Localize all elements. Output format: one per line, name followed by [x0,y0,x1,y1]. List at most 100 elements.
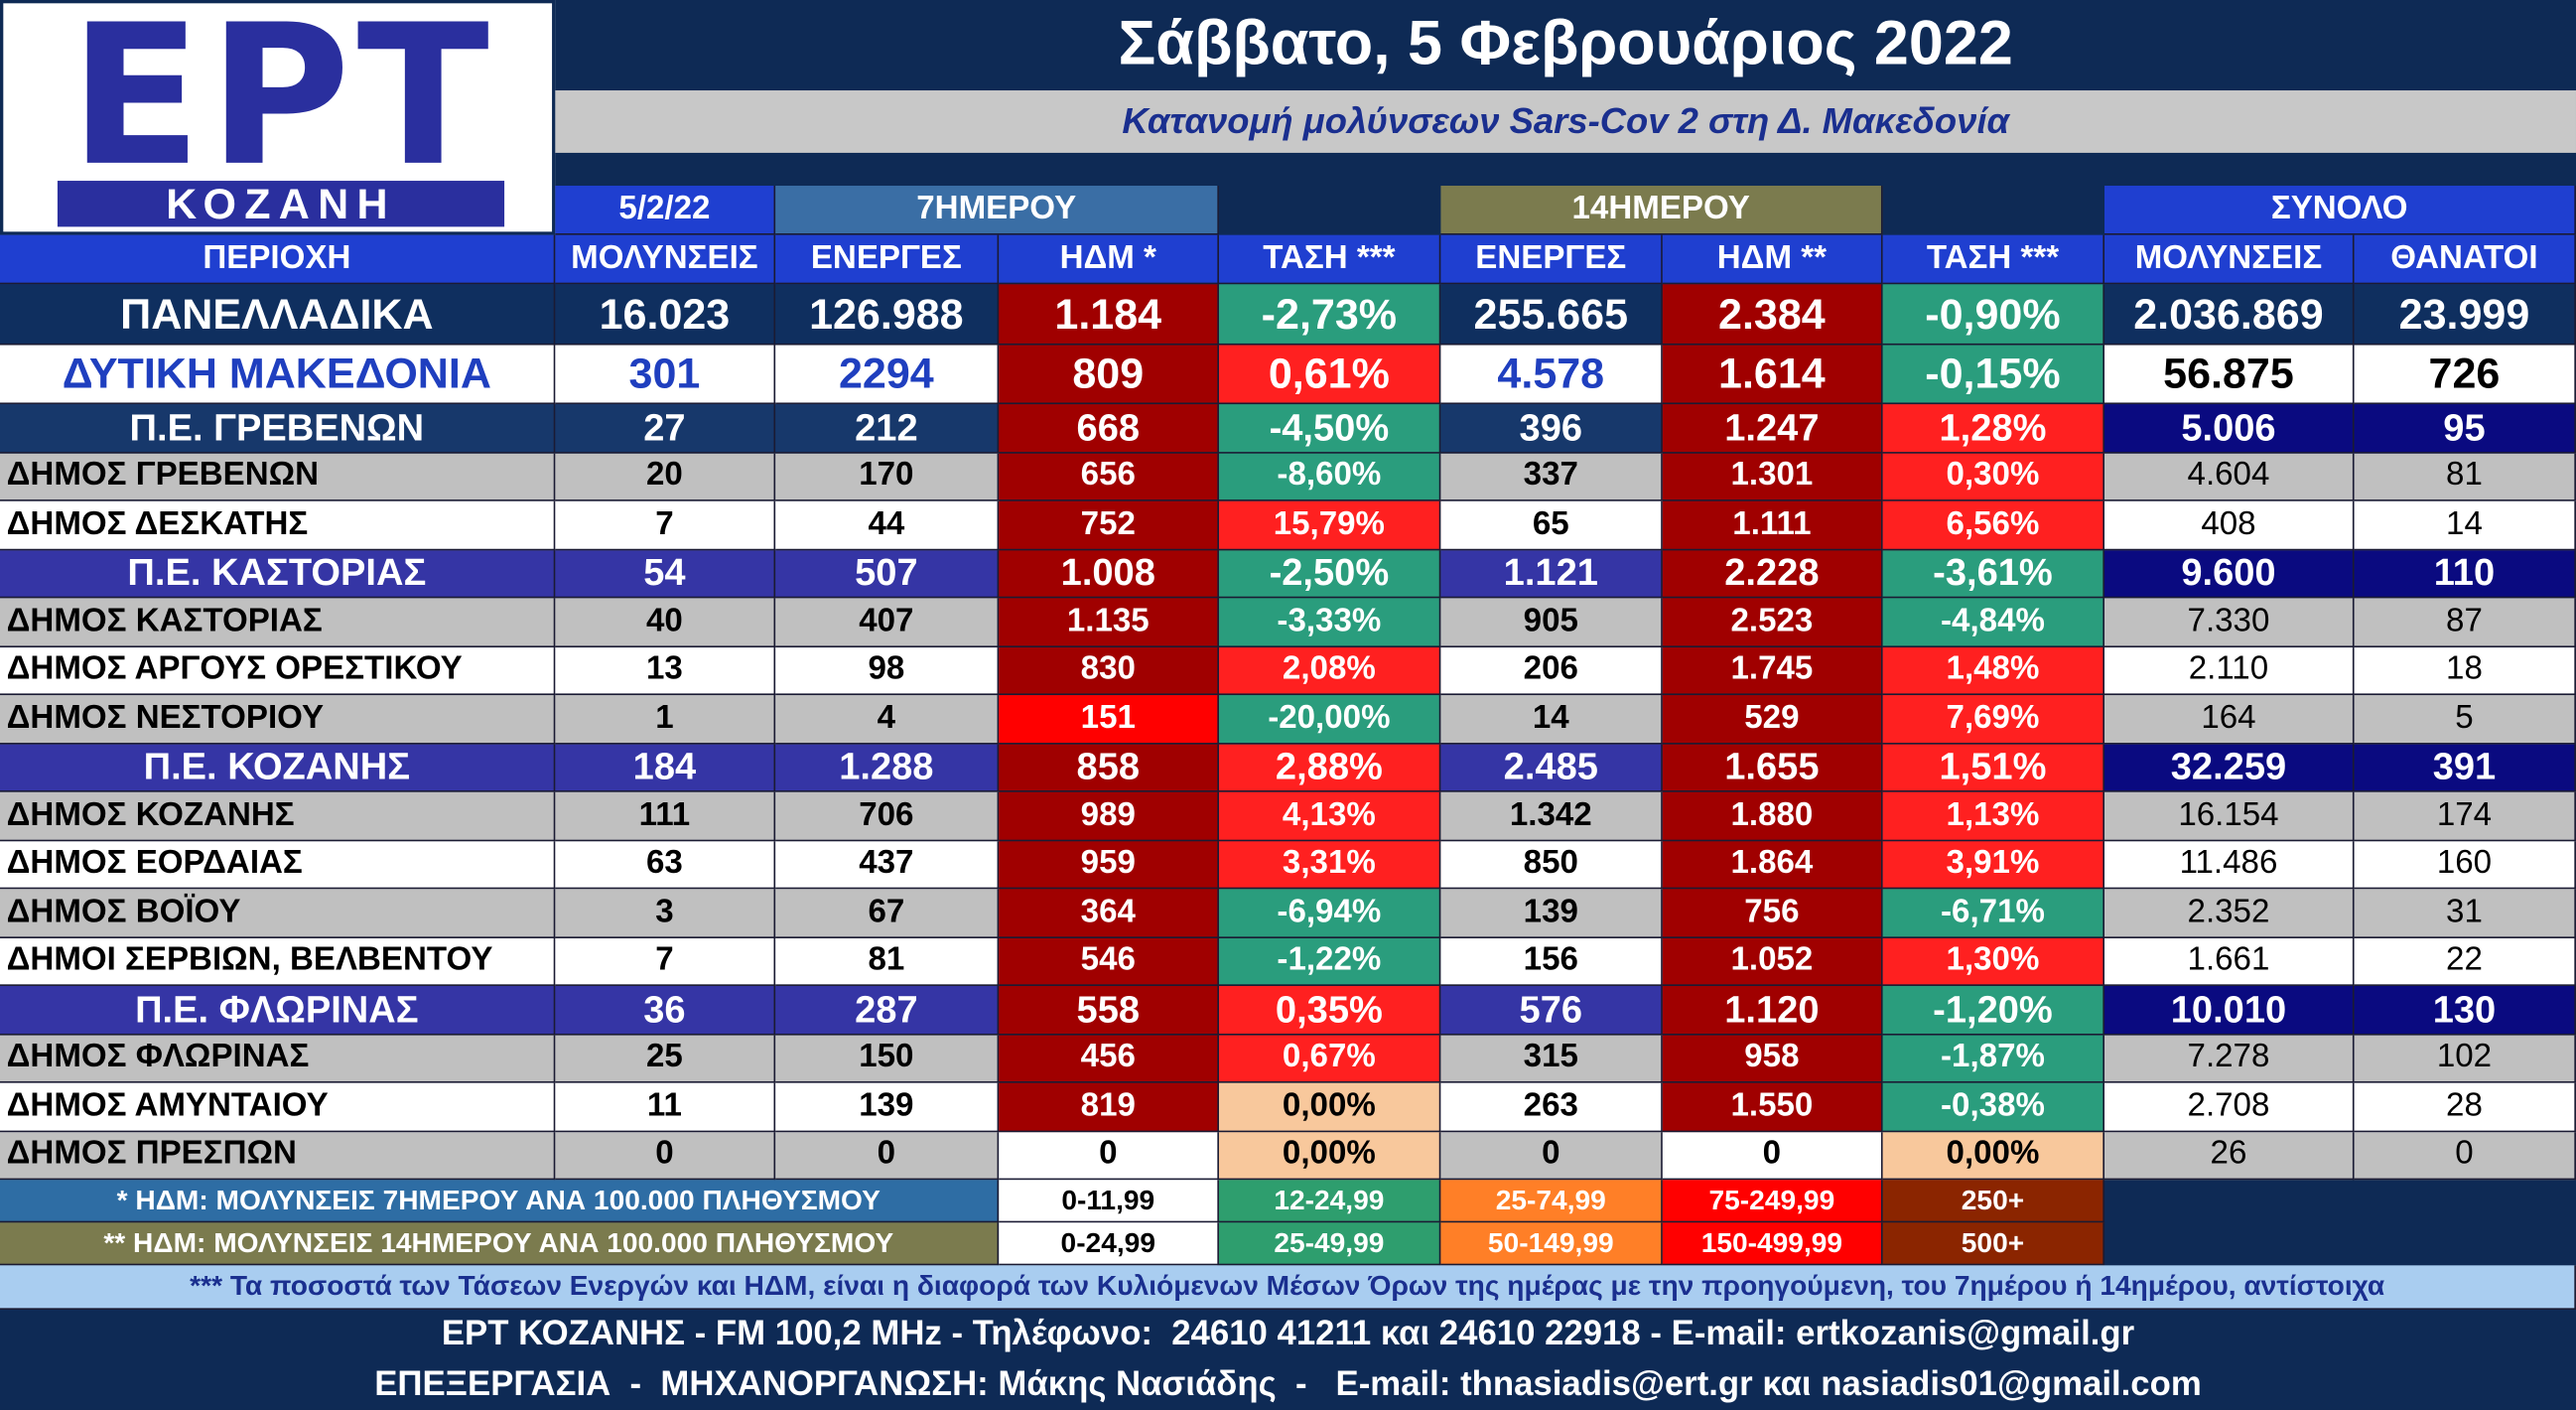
table-cell: 315 [1440,1034,1663,1083]
table-cell: 164 [2104,695,2355,744]
table-cell: 301 [555,345,776,405]
table-cell: 2.110 [2104,646,2355,696]
table-cell: 174 [2354,791,2576,841]
region-name: ΔΗΜΟΣ ΦΛΩΡΙΝΑΣ [0,1034,556,1083]
region-name: ΔΗΜΟΣ ΒΟΪΟΥ [0,889,556,938]
table-cell: 5 [2354,695,2576,744]
table-cell: 0 [1662,1131,1883,1181]
table-cell: 2.228 [1662,549,1883,599]
table-cell: 212 [775,404,1000,453]
table-cell: -4,50% [1218,404,1441,453]
table-cell: 151 [999,695,1219,744]
region-name: Π.Ε. ΚΑΣΤΟΡΙΑΣ [0,549,556,599]
table-cell: 98 [775,646,1000,696]
table-cell: 830 [999,646,1219,696]
table-cell: 1,51% [1882,743,2105,792]
table-cell: 364 [999,889,1219,938]
table-cell: 184 [555,743,776,792]
region-name: ΠΑΝΕΛΛΑΔΙΚΑ [0,284,556,346]
table-cell: 1.655 [1662,743,1883,792]
table-cell: 0 [555,1131,776,1181]
column-header: ΜΟΛΥΝΣΕΙΣ [2104,234,2355,285]
table-cell: 139 [1440,889,1663,938]
table-cell: 26 [2104,1131,2355,1181]
table-cell: 1.121 [1440,549,1663,599]
group-header: ΣΥΝΟΛΟ [2104,186,2576,235]
table-cell: 16.154 [2104,791,2355,841]
table-cell: 959 [999,840,1219,890]
table-cell: 337 [1440,452,1663,501]
region-name: ΔΗΜΟΣ ΓΡΕΒΕΝΩΝ [0,452,556,501]
table-cell: 408 [2104,500,2355,550]
table-cell: 4.578 [1440,345,1663,405]
region-name: ΔΗΜΟΣ ΔΕΣΚΑΤΗΣ [0,500,556,550]
table-cell: 0,00% [1218,1082,1441,1132]
table-cell: 287 [775,985,1000,1035]
table-cell: 206 [1440,646,1663,696]
table-cell: 1 [555,695,776,744]
table-cell: 4 [775,695,1000,744]
table-cell: 2.384 [1662,284,1883,346]
table-cell: 656 [999,452,1219,501]
title: Σάββατο, 5 Φεβρουάριος 2022 [1118,9,2013,79]
table-cell: -4,84% [1882,598,2105,647]
region-name: Π.Ε. ΚΟΖΑΝΗΣ [0,743,556,792]
table-cell: 391 [2354,743,2576,792]
table-cell: -8,60% [1218,452,1441,501]
region-name: ΔΥΤΙΚΗ ΜΑΚΕΔΟΝΙΑ [0,345,556,405]
table-cell: 1,28% [1882,404,2105,453]
logo: ΕΡΤ ΚΟΖΑΝΗ [0,0,556,235]
table-cell: 160 [2354,840,2576,890]
legend-range: 0-24,99 [999,1222,1219,1266]
table-cell: 7.330 [2104,598,2355,647]
table-cell: 1.342 [1440,791,1663,841]
table-cell: 1.864 [1662,840,1883,890]
table-cell: 1.550 [1662,1082,1883,1132]
table-cell: 2.708 [2104,1082,2355,1132]
legend-range: 75-249,99 [1662,1180,1883,1223]
legend-range: 150-499,99 [1662,1222,1883,1266]
table-cell: 726 [2354,345,2576,405]
table-cell: 958 [1662,1034,1883,1083]
table-cell: 139 [775,1082,1000,1132]
table-cell: 67 [775,889,1000,938]
legend-range: 12-24,99 [1218,1180,1441,1223]
column-header: ΤΑΣΗ *** [1218,234,1441,285]
region-name: ΔΗΜΟΣ ΠΡΕΣΠΩΝ [0,1131,556,1181]
region-name: ΔΗΜΟΣ ΚΑΣΤΟΡΙΑΣ [0,598,556,647]
table-cell: 54 [555,549,776,599]
table-cell: 2.036.869 [2104,284,2355,346]
table-cell: 156 [1440,937,1663,986]
table-cell: -1,22% [1218,937,1441,986]
table-cell: 0 [775,1131,1000,1181]
legend-range: 25-49,99 [1218,1222,1441,1266]
table-cell: 0,67% [1218,1034,1441,1083]
table-cell: 1.288 [775,743,1000,792]
logo-city: ΚΟΖΑΝΗ [57,179,505,227]
group-header: 14ΗΜΕΡΟΥ [1440,186,1883,235]
table-cell: 63 [555,840,776,890]
table-cell: 989 [999,791,1219,841]
table-cell: 32.259 [2104,743,2355,792]
table-cell: 437 [775,840,1000,890]
table-cell: 56.875 [2104,345,2355,405]
table-cell: 1.880 [1662,791,1883,841]
table-cell: 507 [775,549,1000,599]
table-cell: 809 [999,345,1219,405]
table-cell: 27 [555,404,776,453]
column-header: ΘΑΝΑΤΟΙ [2354,234,2576,285]
table-cell: 1,30% [1882,937,2105,986]
table-cell: 558 [999,985,1219,1035]
region-name: ΔΗΜΟΙ ΣΕΡΒΙΩΝ, ΒΕΛΒΕΝΤΟΥ [0,937,556,986]
table-cell: 0,35% [1218,985,1441,1035]
table-cell: 752 [999,500,1219,550]
table-cell: 905 [1440,598,1663,647]
table-cell: 0,00% [1882,1131,2105,1181]
table-cell: 5.006 [2104,404,2355,453]
table-cell: -2,73% [1218,284,1441,346]
table-cell: 44 [775,500,1000,550]
table-cell: -0,90% [1882,284,2105,346]
table-cell: 1.745 [1662,646,1883,696]
table-cell: 1.301 [1662,452,1883,501]
table-cell: 95 [2354,404,2576,453]
